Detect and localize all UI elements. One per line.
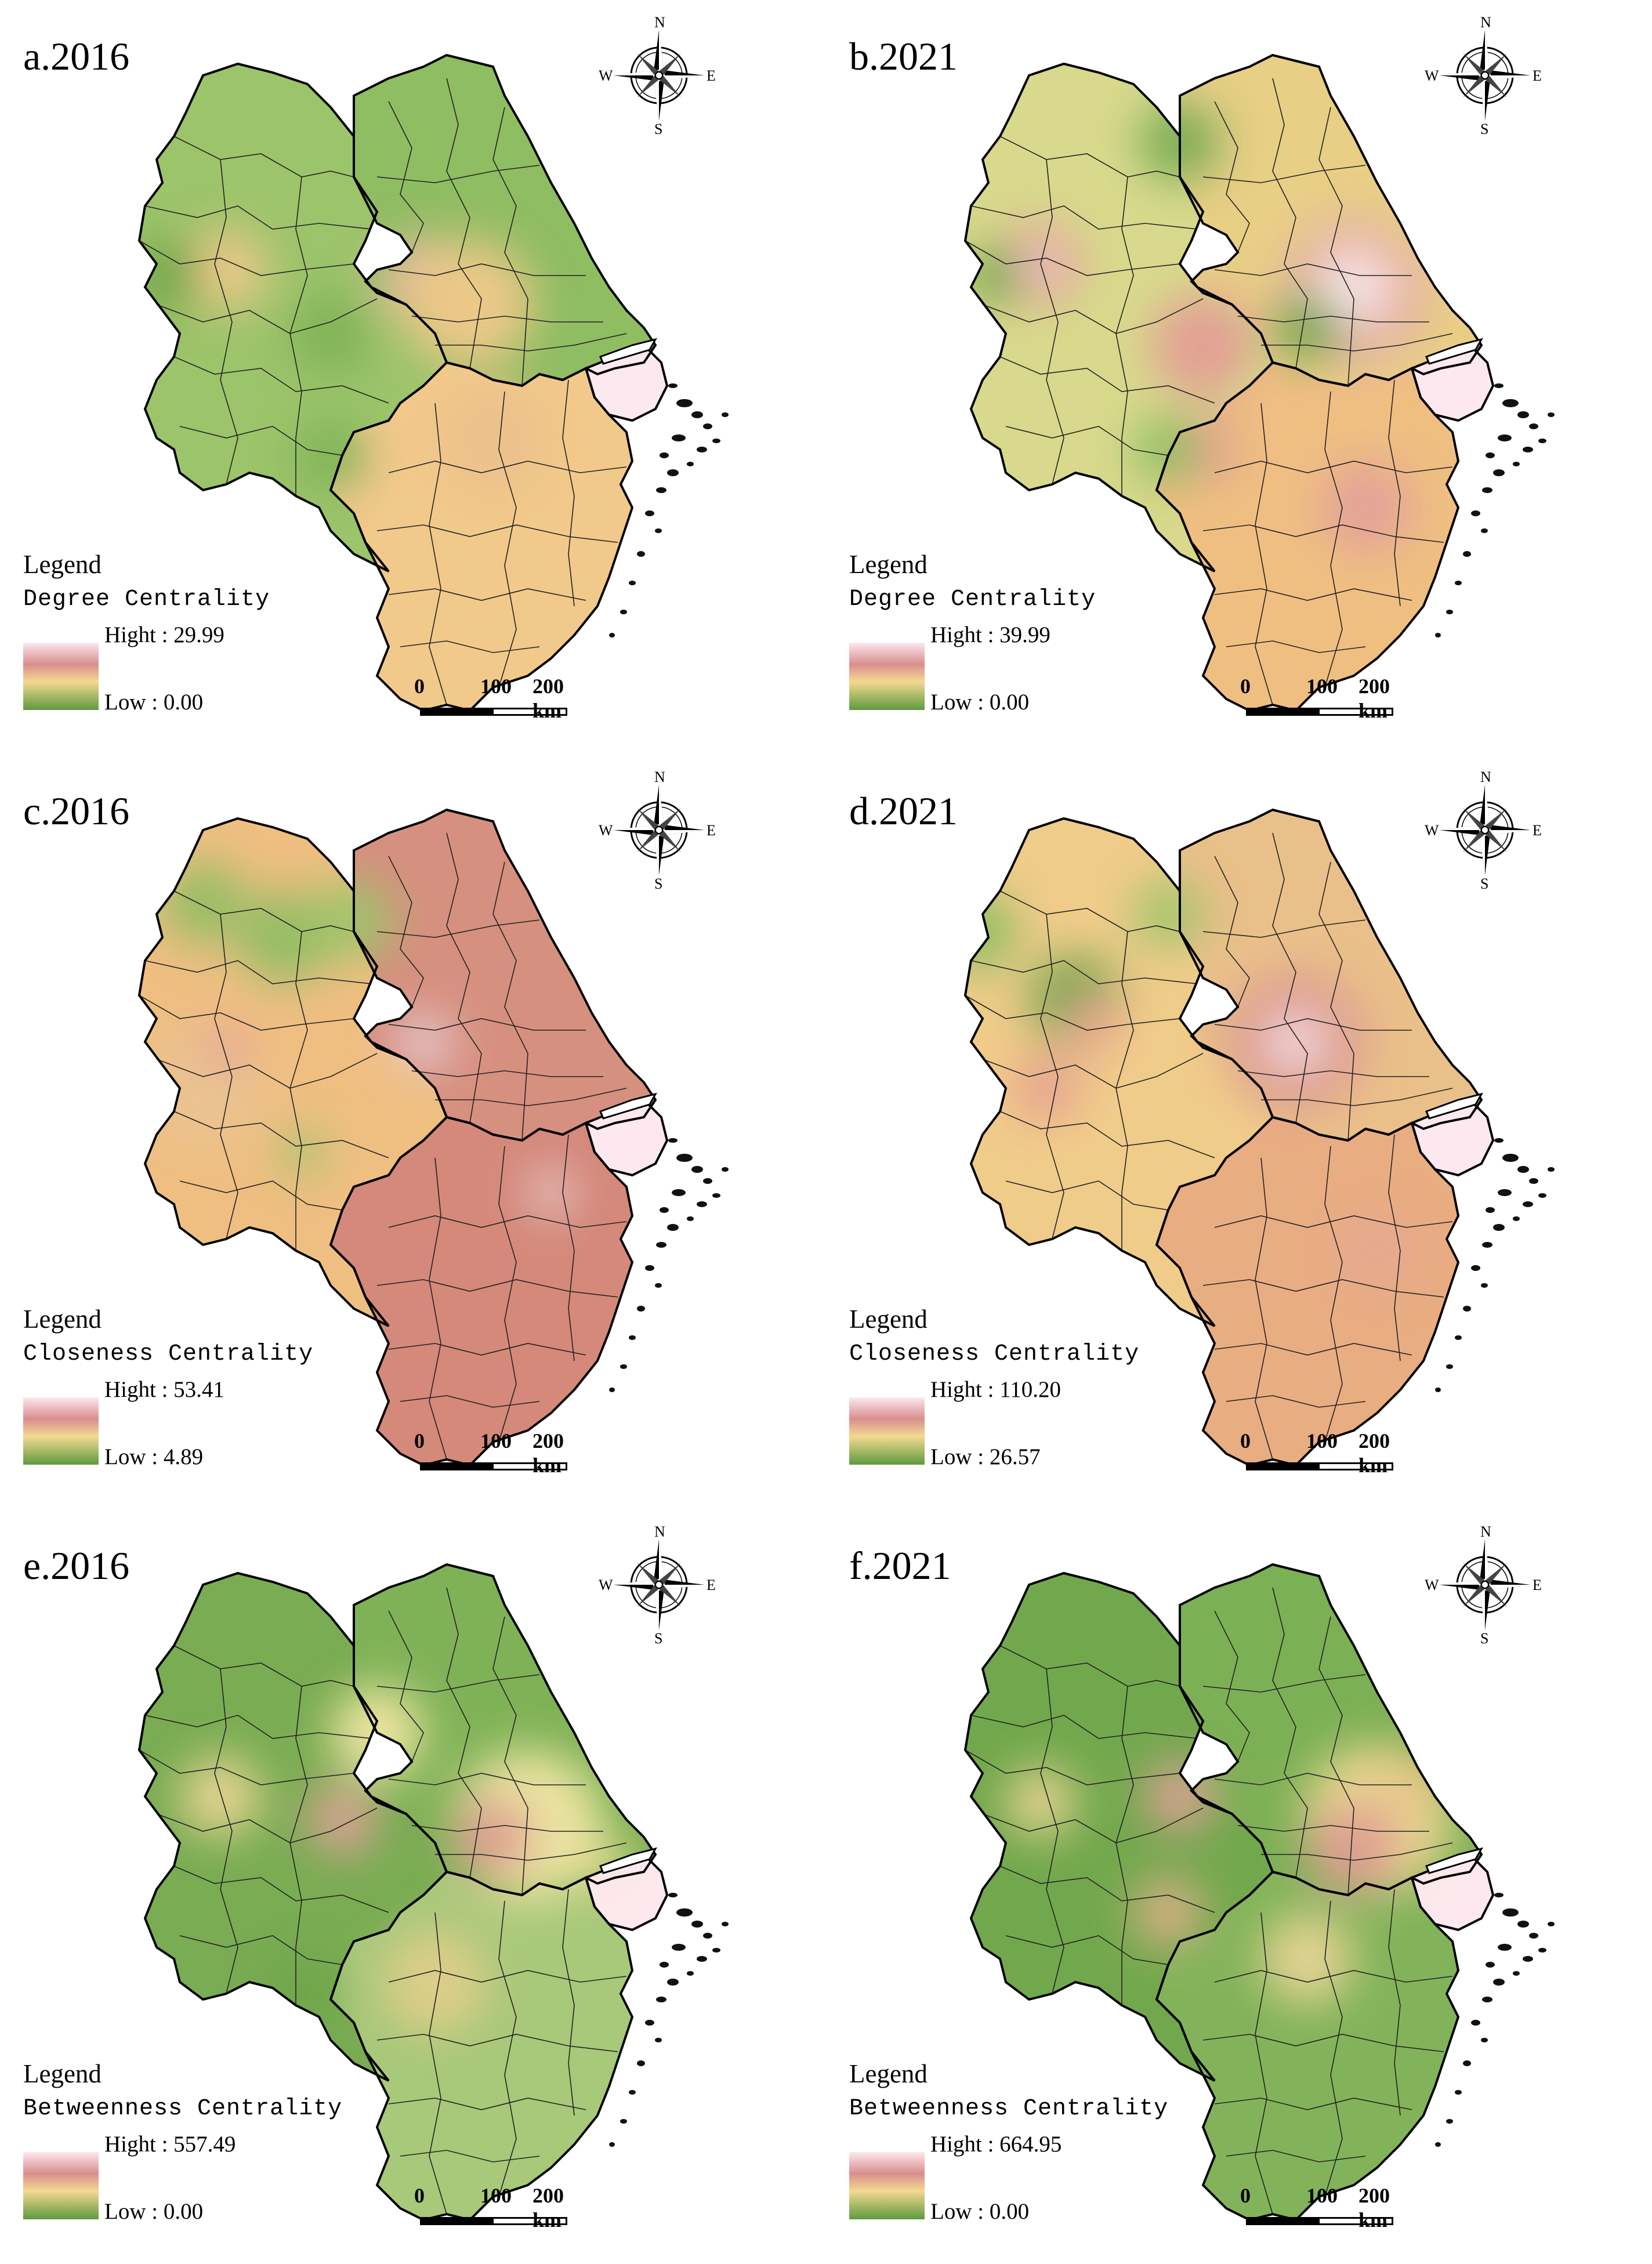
scale-label-200: 200 km [532, 2184, 564, 2232]
scale-label-100: 100 [480, 675, 512, 698]
choropleth-map [138, 809, 729, 1466]
scale-label-200: 200 km [532, 675, 564, 722]
scale-label-0: 0 [1240, 2184, 1251, 2207]
legend-high-label: Hight : 39.99 [930, 622, 1050, 647]
legend-heading: Legend [23, 1305, 102, 1334]
compass-rose-icon: N S E W [1425, 14, 1542, 137]
scale-label-100: 100 [1306, 675, 1338, 698]
legend-metric: Betweenness Centrality [23, 2096, 343, 2122]
legend-low-label: Low : 4.89 [104, 1444, 204, 1469]
scale-bar: 0 100 200 km [406, 1429, 592, 1477]
legend-low-label: Low : 0.00 [930, 2199, 1030, 2224]
scale-bar: 0 100 200 km [406, 674, 592, 722]
scale-label-200: 200 km [1358, 675, 1390, 722]
legend-heading: Legend [23, 2059, 102, 2088]
panel-title: f.2021 [849, 1544, 951, 1588]
compass-rose-icon: N S E W [599, 14, 716, 137]
legend-color-ramp [849, 1397, 925, 1465]
map-panel: d.2021 N S E W Legend Closeness Centrali… [826, 755, 1652, 1509]
scale-label-0: 0 [414, 2184, 425, 2207]
scale-bar: 0 100 200 km [1232, 2183, 1418, 2232]
scale-label-200: 200 km [1358, 2184, 1390, 2232]
legend-low-label: Low : 0.00 [930, 690, 1030, 715]
scale-label-200: 200 km [1358, 1429, 1390, 1477]
legend-low-label: Low : 0.00 [104, 2199, 204, 2224]
panel-title: e.2016 [23, 1544, 130, 1588]
legend-high-label: Hight : 557.49 [104, 2132, 236, 2157]
legend-metric: Degree Centrality [849, 586, 1096, 613]
legend-color-ramp [849, 2152, 925, 2219]
panel-title: d.2021 [849, 789, 958, 833]
scale-label-100: 100 [1306, 2184, 1338, 2207]
scale-bar: 0 100 200 km [406, 2183, 592, 2232]
map-panel: a.2016 N S E W Legend Degree Centrality [0, 0, 826, 755]
panel-title: b.2021 [849, 34, 958, 78]
compass-rose-icon: N S E W [1425, 1523, 1542, 1647]
legend-metric: Betweenness Centrality [849, 2096, 1169, 2122]
legend-high-label: Hight : 53.41 [104, 1377, 224, 1402]
map-panel: b.2021 N S E W Legend Degree Centrality [826, 0, 1652, 755]
scale-bar: 0 100 200 km [1232, 1429, 1418, 1477]
scale-label-0: 0 [1240, 675, 1251, 698]
scale-label-200: 200 km [532, 1429, 564, 1477]
legend-metric: Closeness Centrality [23, 1341, 314, 1367]
panel-title: a.2016 [23, 34, 130, 78]
compass-rose-icon: N S E W [599, 769, 716, 892]
scale-label-0: 0 [414, 675, 425, 698]
scale-label-100: 100 [1306, 1429, 1338, 1452]
legend-low-label: Low : 26.57 [930, 1444, 1041, 1469]
legend-heading: Legend [849, 550, 928, 579]
map-panel: f.2021 N S E W Legend Betweenness Centra… [826, 1509, 1652, 2264]
compass-rose-icon: N S E W [1425, 769, 1542, 892]
choropleth-map [138, 1563, 729, 2221]
choropleth-map [964, 54, 1555, 712]
legend-heading: Legend [849, 2059, 928, 2088]
choropleth-map [138, 54, 729, 712]
legend-color-ramp [23, 2152, 99, 2219]
scale-label-100: 100 [480, 1429, 512, 1452]
map-panel: c.2016 N S E W Legend Closeness Centrali… [0, 755, 826, 1509]
legend-low-label: Low : 0.00 [104, 690, 204, 715]
panel-title: c.2016 [23, 789, 130, 833]
legend-color-ramp [23, 1397, 99, 1465]
choropleth-map [964, 809, 1555, 1466]
compass-rose-icon: N S E W [599, 1523, 716, 1647]
legend-high-label: Hight : 110.20 [930, 1377, 1061, 1402]
scale-label-0: 0 [414, 1429, 425, 1452]
scale-bar: 0 100 200 km [1232, 674, 1418, 722]
choropleth-map [964, 1563, 1555, 2221]
legend-metric: Degree Centrality [23, 586, 270, 613]
scale-label-0: 0 [1240, 1429, 1251, 1452]
legend-heading: Legend [23, 550, 102, 579]
map-panel: e.2016 N S E W Legend Betweenness Centra… [0, 1509, 826, 2264]
legend-high-label: Hight : 29.99 [104, 622, 224, 647]
legend-high-label: Hight : 664.95 [930, 2132, 1062, 2157]
scale-label-100: 100 [480, 2184, 512, 2207]
legend-metric: Closeness Centrality [849, 1341, 1140, 1367]
legend-heading: Legend [849, 1305, 928, 1334]
legend-color-ramp [849, 643, 925, 710]
legend-color-ramp [23, 643, 99, 710]
